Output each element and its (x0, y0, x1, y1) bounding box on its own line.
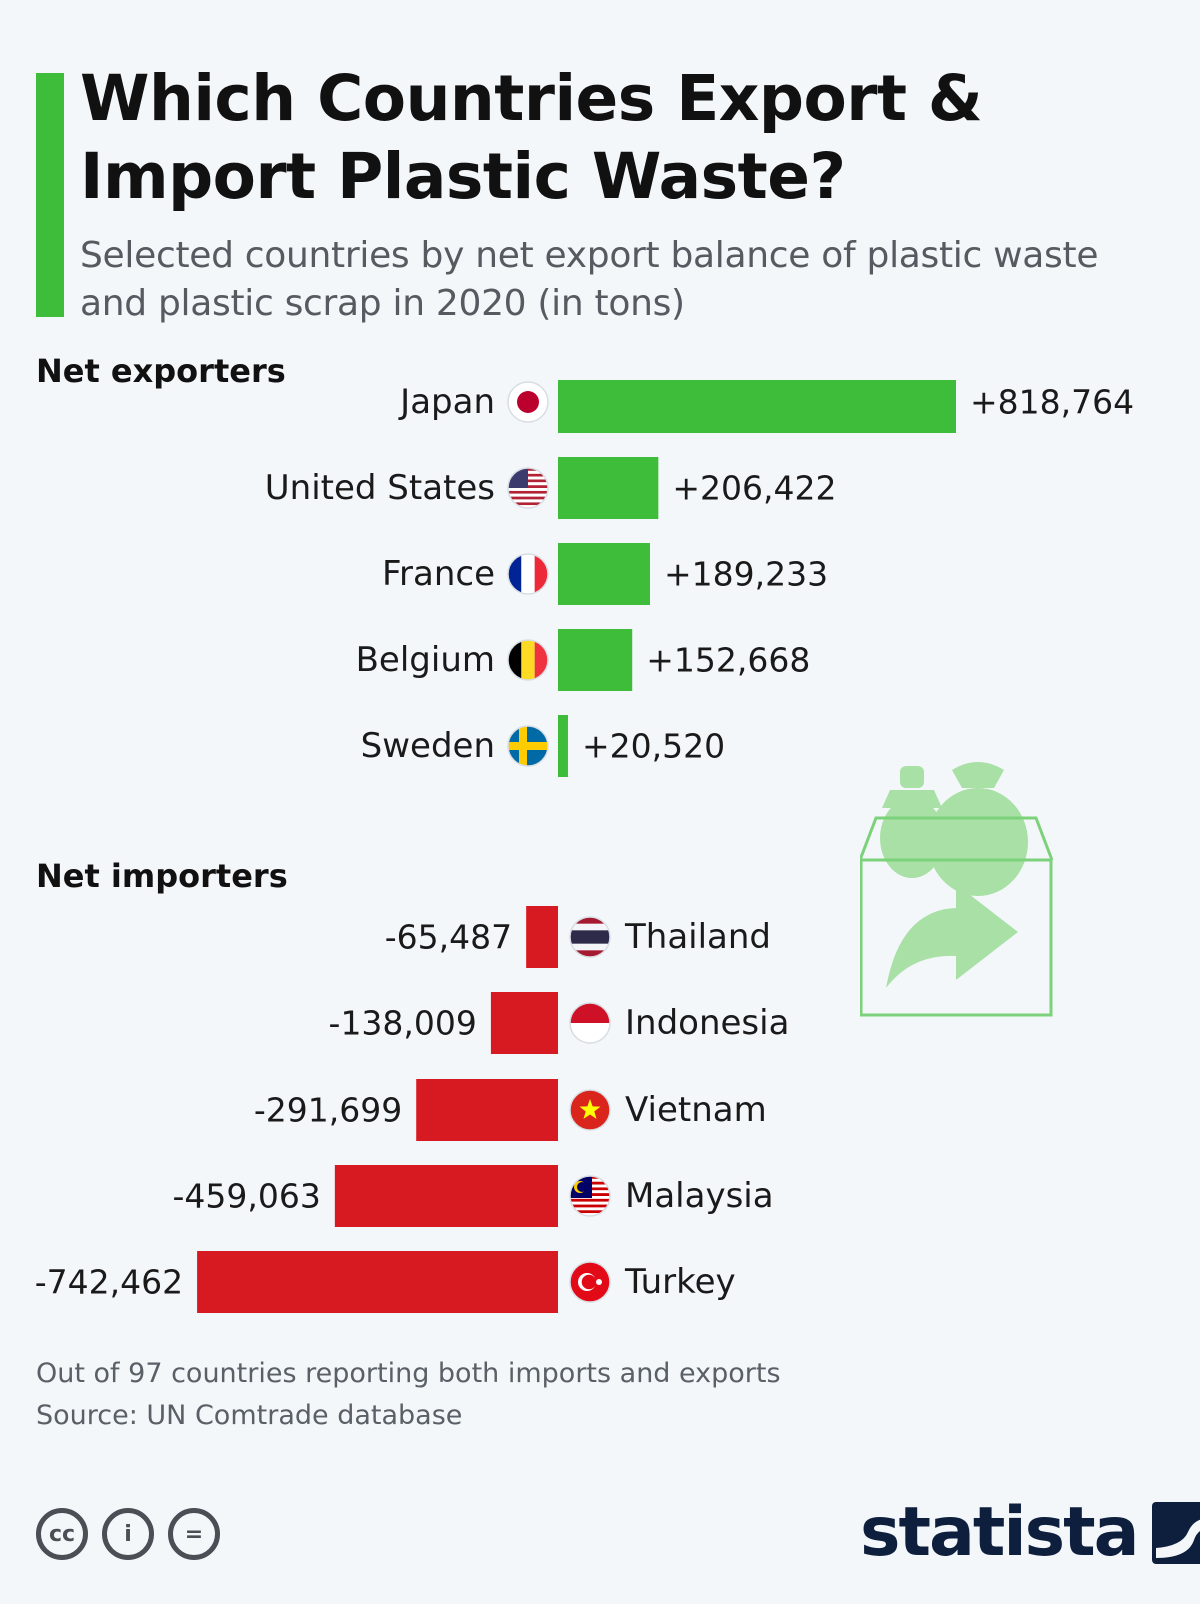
value-label-malaysia: -459,063 (172, 1177, 320, 1216)
category-label-turkey: Turkey (624, 1262, 736, 1302)
value-label-turkey: -742,462 (35, 1263, 183, 1302)
accent-bar (36, 73, 64, 317)
value-label-france: +189,233 (664, 555, 828, 594)
category-label-malaysia: Malaysia (625, 1176, 774, 1216)
category-label-thailand: Thailand (624, 917, 771, 957)
section-label-importers: Net importers (36, 857, 288, 895)
bar-chart: +818,764 Japan +206,422 United States +189,2… (35, 380, 1134, 1313)
section-label-exporters: Net exporters (36, 352, 286, 390)
category-label-vietnam: Vietnam (625, 1090, 767, 1130)
category-label-indonesia: Indonesia (625, 1003, 789, 1043)
statista-logo[interactable]: statista (860, 1493, 1200, 1572)
box-flap-icon (860, 816, 1054, 861)
value-label-indonesia: -138,009 (329, 1004, 477, 1043)
attribution-icon[interactable]: i (102, 1508, 154, 1560)
value-label-belgium: +152,668 (646, 641, 810, 680)
bar-united-states[interactable] (558, 457, 659, 519)
category-label-france: France (382, 554, 495, 594)
value-label-sweden: +20,520 (582, 727, 725, 766)
bar-vietnam[interactable] (416, 1079, 558, 1141)
vietnam-flag-icon (569, 1089, 611, 1131)
source-note: Source: UN Comtrade database (36, 1400, 463, 1431)
malaysia-flag-icon (569, 1175, 611, 1217)
bar-turkey[interactable] (197, 1251, 559, 1313)
value-label-japan: +818,764 (970, 383, 1134, 422)
indonesia-flag-icon (569, 1002, 611, 1044)
value-label-united-states: +206,422 (672, 469, 836, 508)
title-line-2: Import Plastic Waste? (80, 140, 846, 213)
brand-name: statista (860, 1493, 1140, 1572)
france-flag-icon (507, 553, 549, 595)
footnote: Out of 97 countries reporting both impor… (36, 1358, 781, 1389)
bar-malaysia[interactable] (334, 1165, 558, 1227)
bar-france[interactable] (558, 543, 650, 605)
bar-belgium[interactable] (558, 629, 633, 691)
subtitle-line-2: and plastic scrap in 2020 (in tons) (80, 283, 685, 324)
no-derivatives-icon[interactable]: = (168, 1508, 220, 1560)
japan-flag-icon (507, 381, 549, 423)
value-label-thailand: -65,487 (385, 918, 512, 957)
bar-thailand[interactable] (526, 906, 558, 968)
sweden-flag-icon (507, 725, 549, 767)
waste-box-illustration (860, 762, 1054, 1017)
category-label-belgium: Belgium (356, 640, 495, 680)
creative-commons-icon[interactable]: cc (36, 1508, 88, 1560)
chart-subtitle: Selected countries by net export balance… (80, 232, 1180, 328)
title-line-1: Which Countries Export & (80, 62, 983, 135)
category-label-japan: Japan (398, 382, 495, 422)
turkey-flag-icon (569, 1261, 611, 1303)
arrow-icon (886, 884, 1018, 988)
category-label-sweden: Sweden (361, 726, 495, 766)
thailand-flag-icon (569, 916, 611, 958)
belgium-flag-icon (507, 639, 549, 681)
box-icon (860, 858, 1053, 1017)
category-label-united-states: United States (265, 468, 495, 508)
bar-sweden[interactable] (558, 715, 568, 777)
chart-title: Which Countries Export & Import Plastic … (80, 60, 1160, 216)
subtitle-line-1: Selected countries by net export balance… (80, 235, 1099, 276)
license-icons: cc i = (36, 1508, 220, 1560)
value-label-vietnam: -291,699 (254, 1091, 402, 1130)
waste-bags-icon (880, 762, 1028, 896)
united-states-flag-icon (507, 467, 549, 509)
bar-indonesia[interactable] (490, 992, 558, 1054)
statista-logo-icon (1151, 1501, 1200, 1564)
bar-japan[interactable] (558, 380, 956, 433)
